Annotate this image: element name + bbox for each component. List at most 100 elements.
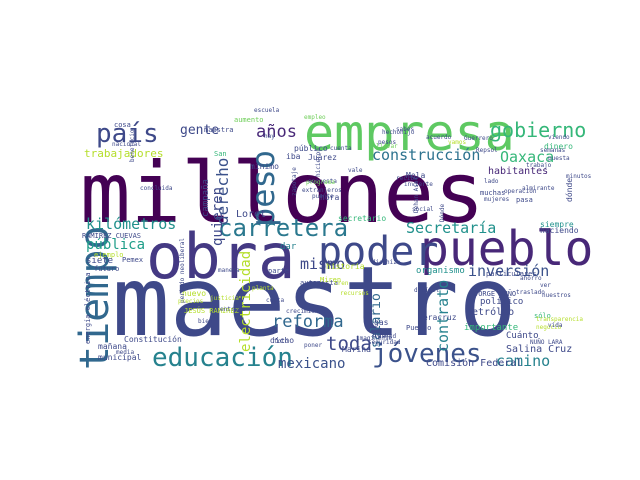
cloud-word: pública <box>86 237 145 253</box>
cloud-word: gente <box>180 123 219 138</box>
cloud-word: manera <box>218 267 240 274</box>
cloud-word: programa <box>306 179 335 186</box>
cloud-word: planta <box>252 285 274 292</box>
cloud-word: traslado <box>516 289 545 296</box>
cloud-word: concluida <box>140 185 173 192</box>
cloud-word: pasa <box>516 196 533 204</box>
cloud-word: llevar <box>376 143 398 150</box>
cloud-word: educación <box>152 343 293 373</box>
cloud-word: media <box>116 349 134 356</box>
cloud-word: precios <box>178 298 204 305</box>
cloud-word: quieren <box>210 187 226 246</box>
cloud-word: público <box>294 144 328 153</box>
cloud-word: mismo <box>300 255 345 273</box>
cloud-word: San <box>214 150 227 158</box>
cloud-word: puente <box>312 193 334 200</box>
cloud-word: agua <box>372 330 391 339</box>
cloud-word: ejemplo <box>94 251 124 259</box>
cloud-word: iba <box>286 152 301 161</box>
cloud-word: nuestros <box>542 292 571 299</box>
cloud-word: sabes <box>396 126 414 133</box>
cloud-word: zapotaje <box>291 167 298 196</box>
cloud-word: sólo <box>534 312 551 320</box>
cloud-word: particulares <box>486 270 537 278</box>
cloud-word: Loret <box>236 209 266 220</box>
cloud-word: Secretaría <box>406 219 496 237</box>
cloud-word: hecho <box>382 129 400 136</box>
cloud-word: millones <box>80 144 485 242</box>
cloud-word: foto <box>274 338 289 345</box>
cloud-word: seguridad <box>368 339 401 346</box>
cloud-word: salud <box>378 333 396 340</box>
cloud-word: muchas <box>480 189 505 197</box>
cloud-word: carretera <box>218 214 348 242</box>
cloud-word: costa <box>266 297 284 304</box>
cloud-word: kilómetros <box>86 215 176 233</box>
cloud-word: municipal <box>98 353 142 362</box>
cloud-word: imaginense <box>356 335 393 342</box>
cloud-word: país <box>96 119 159 149</box>
cloud-word: entrega <box>220 306 246 313</box>
cloud-word: dio <box>372 259 383 266</box>
cloud-word: parte <box>268 267 289 275</box>
cloud-word: vida <box>548 322 563 329</box>
cloud-word: RAMÍREZ CUEVAS <box>82 231 141 240</box>
cloud-word: maestro <box>112 246 517 358</box>
cloud-word: transparencia <box>536 316 583 323</box>
cloud-word: autopista <box>300 279 338 287</box>
cloud-word: nacional <box>112 141 141 148</box>
cloud-word: empresa <box>304 104 515 162</box>
cloud-word: NUÑO LARA <box>530 339 563 346</box>
cloud-word: años <box>256 122 297 142</box>
cloud-word: hijo <box>400 129 415 136</box>
cloud-word: social <box>412 206 434 213</box>
cloud-word: gobierno <box>490 118 586 142</box>
cloud-word: JESÚS RAMÍREZ <box>184 306 239 315</box>
cloud-word: Marina <box>342 345 371 354</box>
cloud-word: Guerrero <box>464 135 493 142</box>
cloud-word: encuesta <box>308 178 337 185</box>
cloud-word: dar <box>280 242 297 252</box>
cloud-word: ver <box>540 282 551 289</box>
cloud-word: Comisión Federal <box>426 357 522 369</box>
cloud-word: contrato <box>434 280 452 352</box>
cloud-word: hora <box>320 193 339 202</box>
cloud-word: cuenta <box>330 145 352 152</box>
cloud-word: historia <box>326 262 365 271</box>
cloud-word: jóvenes <box>372 339 482 369</box>
cloud-word: Dehan Asof <box>413 176 420 213</box>
cloud-word: ahorro <box>520 275 542 282</box>
cloud-word: Veracruz <box>418 313 457 322</box>
cloud-word: maestra <box>204 126 234 134</box>
cloud-word: invierte <box>404 181 433 188</box>
cloud-word: recursos <box>340 290 369 297</box>
cloud-word: construcción <box>372 146 480 164</box>
cloud-word: hicieron <box>315 148 322 177</box>
cloud-word: inversión <box>468 262 549 280</box>
cloud-word: justicia <box>210 295 239 302</box>
cloud-word: peso <box>244 150 282 227</box>
cloud-word: energía eléctrica <box>84 272 92 344</box>
cloud-word: Puerto <box>406 324 431 332</box>
cloud-word: empleo <box>304 114 326 121</box>
cloud-word: dónde <box>564 178 574 202</box>
cloud-word: minutos <box>566 173 592 180</box>
cloud-word: Cuánto <box>506 331 539 341</box>
cloud-word: dicho <box>270 336 294 345</box>
cloud-word: pueblo <box>420 221 593 277</box>
cloud-word: crecimiento <box>286 308 326 315</box>
cloud-word: aumento <box>234 116 264 124</box>
cloud-word: puesta <box>548 155 570 162</box>
cloud-word: organismo <box>416 266 465 276</box>
cloud-word: recibe <box>396 175 418 182</box>
cloud-word: Mola <box>406 171 425 180</box>
cloud-word: electricidad <box>238 251 254 352</box>
cloud-word: poder <box>318 229 438 275</box>
cloud-word: nuevo <box>182 289 206 298</box>
cloud-word: vale <box>348 167 363 174</box>
cloud-word: obra <box>146 220 295 293</box>
cloud-word: mínimo <box>250 162 279 171</box>
